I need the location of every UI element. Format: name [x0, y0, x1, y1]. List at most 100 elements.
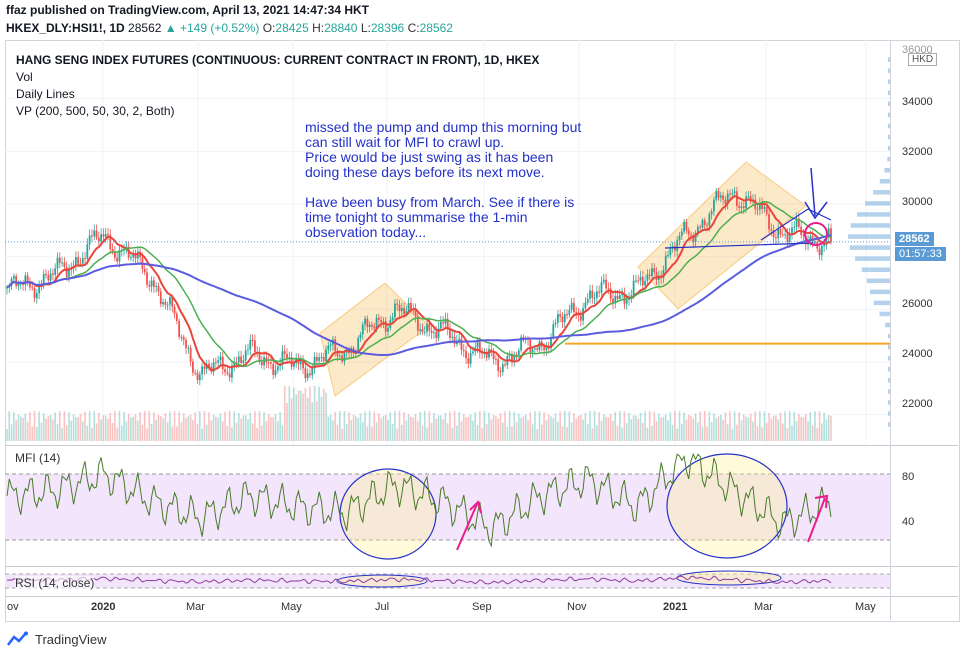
volume-bar — [72, 414, 75, 441]
candle-body — [171, 297, 174, 307]
volume-bar — [720, 414, 722, 441]
candle-body — [536, 348, 539, 350]
volume-profile-bar — [856, 212, 890, 217]
candle-body — [779, 229, 782, 235]
candle-body — [107, 234, 109, 236]
candle-body — [703, 220, 706, 225]
candle-body — [664, 255, 667, 271]
time-label-jul: Jul — [375, 601, 390, 613]
volume-bar — [419, 411, 421, 441]
volume-bar — [527, 420, 529, 441]
volume-bar — [205, 424, 208, 441]
volume-bar — [357, 418, 359, 441]
volume-bar — [68, 412, 70, 441]
volume-bar — [713, 413, 715, 441]
volume-bar — [49, 415, 52, 441]
volume-bar — [784, 411, 786, 441]
volume-bar — [215, 416, 217, 441]
volume-bar — [322, 388, 325, 441]
mfi-pane[interactable] — [5, 446, 890, 566]
candle-body — [612, 298, 614, 304]
volume-profile-bar — [888, 145, 890, 151]
volume-bar — [474, 412, 477, 441]
volume-bar — [552, 417, 555, 441]
volume-bar — [492, 415, 495, 441]
candle-body — [706, 224, 708, 226]
volume-bar — [536, 428, 539, 441]
mfi-arrow-1-head — [469, 500, 482, 514]
candle-body — [26, 275, 29, 282]
candle-body — [414, 309, 417, 317]
candle-body — [724, 199, 727, 204]
footer-brand[interactable]: TradingView — [6, 631, 107, 647]
volume-bar — [800, 417, 802, 441]
volume-bar — [742, 414, 745, 441]
candle-body — [240, 356, 243, 363]
candle-body — [568, 309, 571, 315]
volume-bar — [359, 413, 362, 441]
candle-body — [644, 280, 646, 286]
candle-body — [745, 196, 747, 209]
candle-body — [768, 213, 770, 230]
volume-bar — [811, 425, 814, 441]
candle-body — [696, 226, 699, 233]
candle-body — [306, 373, 309, 379]
volume-bar — [24, 413, 27, 441]
volume-bar — [632, 415, 635, 441]
mfi-tick-80: 80 — [902, 471, 915, 483]
volume-bar — [667, 420, 669, 441]
volume-bar — [375, 422, 378, 441]
volume-bar — [81, 421, 84, 441]
currency-badge[interactable]: HKD — [908, 53, 938, 66]
candle-body — [786, 234, 789, 242]
volume-bar — [341, 428, 343, 441]
volume-bar — [102, 415, 105, 441]
volume-bar — [540, 424, 543, 441]
volume-bar — [281, 425, 284, 441]
volume-bar — [554, 413, 557, 441]
volume-bar — [485, 423, 488, 441]
volume-bar — [387, 419, 389, 441]
candle-body — [118, 250, 121, 262]
candle-body — [373, 326, 376, 329]
volume-bar — [440, 415, 442, 441]
volume-bar — [467, 416, 470, 441]
candle-body — [621, 293, 624, 296]
time-axis[interactable]: ov 2020 Mar May Jul Sep Nov 2021 Mar May — [5, 597, 890, 619]
volume-bar — [366, 426, 369, 441]
annotation-note[interactable]: missed the pump and dump this morning bu… — [305, 119, 582, 240]
mfi-arrow-2-head — [814, 494, 829, 509]
candle-body — [632, 280, 635, 296]
volume-bar — [759, 411, 761, 441]
volume-bar — [318, 386, 320, 441]
volume-bar — [710, 422, 713, 441]
mfi-highlight-ellipse-2 — [666, 453, 788, 559]
volume-bar — [648, 411, 651, 441]
candle-body — [88, 235, 91, 245]
candle-body — [708, 214, 711, 226]
volume-bar — [676, 428, 679, 441]
volume-bar — [109, 412, 112, 441]
candle-body — [609, 288, 612, 299]
candle-body — [566, 314, 568, 316]
candle-body — [396, 303, 399, 305]
rsi-pane[interactable] — [5, 567, 890, 595]
volume-bar — [446, 423, 449, 441]
volume-bar — [426, 427, 428, 441]
candle-body — [33, 288, 36, 299]
volume-bar — [515, 421, 518, 441]
volume-bar — [132, 416, 135, 441]
candle-body — [325, 349, 327, 362]
candle-body — [221, 356, 224, 370]
candle-body — [756, 209, 759, 211]
candle-body — [410, 302, 412, 309]
main-chart[interactable] — [5, 40, 890, 445]
volume-bar — [403, 412, 405, 441]
price-tick-30000: 30000 — [902, 196, 933, 208]
volume-bar — [336, 424, 339, 441]
chart-legend: HANG SENG INDEX FUTURES (CONTINUOUS: CUR… — [16, 52, 539, 120]
candle-body — [499, 370, 502, 372]
volume-bar — [708, 411, 711, 441]
last-price: 28562 — [128, 21, 162, 35]
volume-bar — [228, 411, 231, 441]
